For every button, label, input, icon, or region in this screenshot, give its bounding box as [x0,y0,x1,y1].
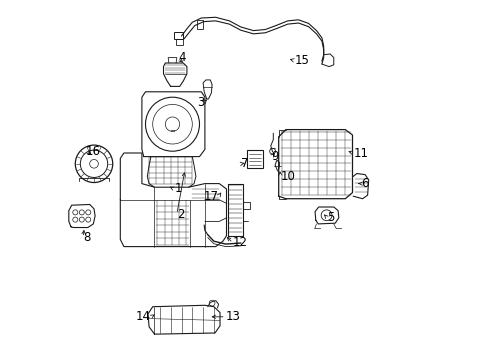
Text: 13: 13 [225,310,240,323]
Text: 12: 12 [232,237,247,249]
Text: 7: 7 [241,157,248,170]
Text: 10: 10 [280,170,295,183]
Bar [247,150,262,168]
Text: 9: 9 [271,150,279,163]
Bar [176,39,182,45]
Text: 15: 15 [294,54,308,67]
Text: 14: 14 [136,310,151,323]
Text: 16: 16 [86,145,101,158]
Text: 2: 2 [177,208,184,221]
Bar [174,32,183,39]
Text: 17: 17 [203,190,218,203]
Bar [197,20,203,29]
Text: 8: 8 [83,231,90,244]
Text: 1: 1 [174,183,182,195]
Text: 3: 3 [196,96,204,109]
Text: 6: 6 [361,177,368,190]
Text: 11: 11 [352,147,367,159]
Text: 5: 5 [326,211,334,224]
Text: 4: 4 [178,51,185,64]
